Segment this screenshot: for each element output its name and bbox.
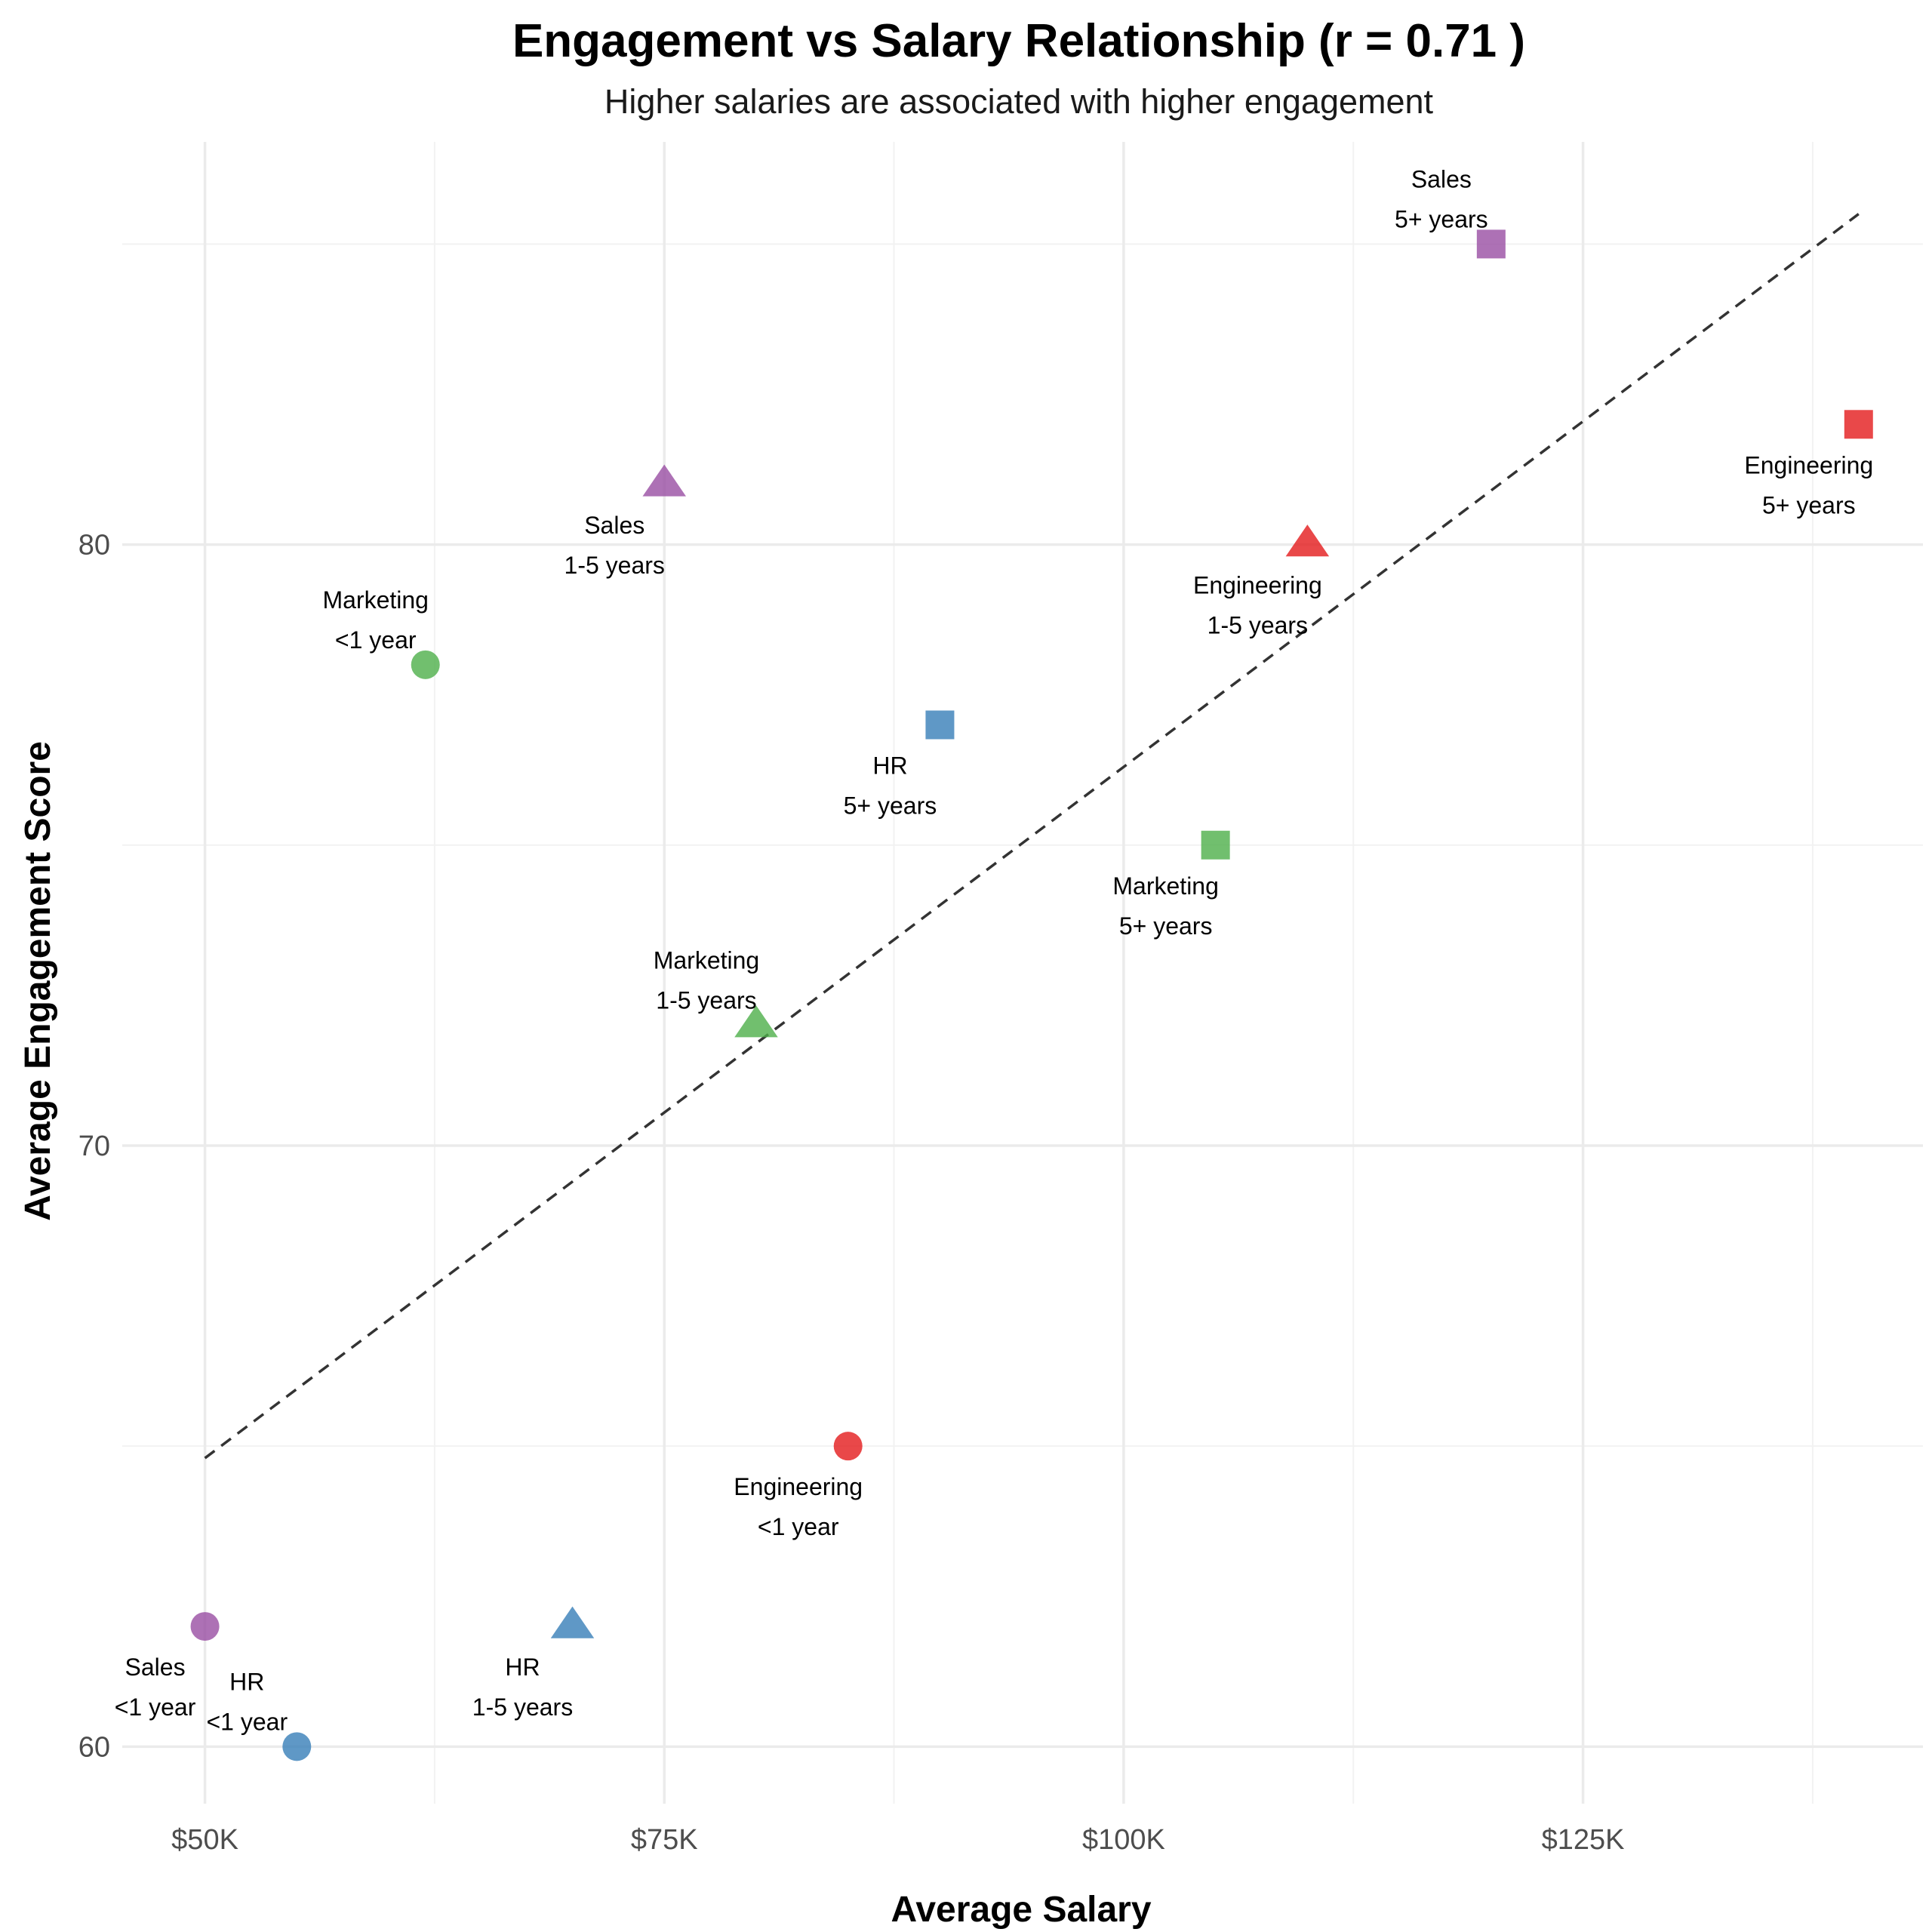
point-label-department: HR <box>229 1668 264 1695</box>
x-tick-label: $50K <box>171 1824 238 1856</box>
y-tick-label: 80 <box>78 530 110 561</box>
point-label-department: Sales <box>584 512 645 539</box>
data-point-sales-1-year <box>190 1612 220 1641</box>
point-label-department: Sales <box>125 1654 186 1681</box>
data-point-hr-1-5-years <box>550 1606 595 1638</box>
data-point-hr-5-years <box>925 710 955 740</box>
point-label-department: Marketing <box>1112 872 1219 900</box>
point-label-department: Marketing <box>322 586 429 614</box>
point-label-department: HR <box>505 1654 540 1681</box>
point-label-tenure: 1-5 years <box>472 1694 573 1721</box>
x-tick-label: $75K <box>631 1824 698 1856</box>
chart-title: Engagement vs Salary Relationship (r = 0… <box>512 15 1525 67</box>
y-tick-label: 60 <box>78 1731 110 1763</box>
data-point-marketing-1-5-years <box>734 1005 778 1038</box>
point-label-department: Marketing <box>654 947 760 974</box>
data-point-engineering-1-year <box>833 1432 863 1461</box>
chart-subtitle: Higher salaries are associated with high… <box>605 82 1434 121</box>
point-label-department: Engineering <box>1744 451 1873 478</box>
point-label-tenure: 5+ years <box>1119 912 1213 940</box>
point-label-tenure: <1 year <box>335 626 417 654</box>
grid-lines <box>122 142 1923 1804</box>
y-axis-title: Average Engagement Score <box>18 741 58 1221</box>
point-labels: Engineering <1 year Engineering 1-5 years En… <box>115 165 1873 1735</box>
point-label-department: HR <box>872 752 907 779</box>
point-label-tenure: <1 year <box>758 1513 839 1540</box>
point-label-tenure: 5+ years <box>1762 491 1856 518</box>
point-label-department: Sales <box>1411 165 1472 192</box>
point-label-tenure: 1-5 years <box>656 987 756 1014</box>
point-label-tenure: <1 year <box>115 1694 196 1721</box>
point-label-department: Engineering <box>734 1473 863 1500</box>
x-tick-label: $100K <box>1082 1824 1165 1856</box>
data-point-marketing-5-years <box>1201 830 1230 860</box>
data-point-engineering-5-years <box>1844 410 1873 439</box>
point-label-tenure: 5+ years <box>1395 205 1488 232</box>
data-point-engineering-1-5-years <box>1285 525 1330 557</box>
x-axis-ticks: $50K $75K $100K $125K <box>171 1824 1624 1856</box>
data-point-sales-1-5-years <box>642 464 686 497</box>
x-axis-title: Average Salary <box>891 1890 1151 1930</box>
data-point-sales-5-years <box>1476 229 1506 259</box>
data-points <box>190 229 1873 1761</box>
data-point-marketing-1-year <box>411 650 440 679</box>
y-axis-ticks: 60 70 80 <box>78 530 110 1764</box>
data-point-hr-1-year <box>282 1732 312 1761</box>
x-tick-label: $125K <box>1542 1824 1625 1856</box>
point-label-tenure: <1 year <box>206 1708 288 1735</box>
point-label-tenure: 1-5 years <box>565 552 665 579</box>
point-label-tenure: 1-5 years <box>1208 612 1308 639</box>
y-tick-label: 70 <box>78 1131 110 1162</box>
point-label-department: Engineering <box>1193 572 1322 599</box>
point-label-tenure: 5+ years <box>844 792 937 819</box>
